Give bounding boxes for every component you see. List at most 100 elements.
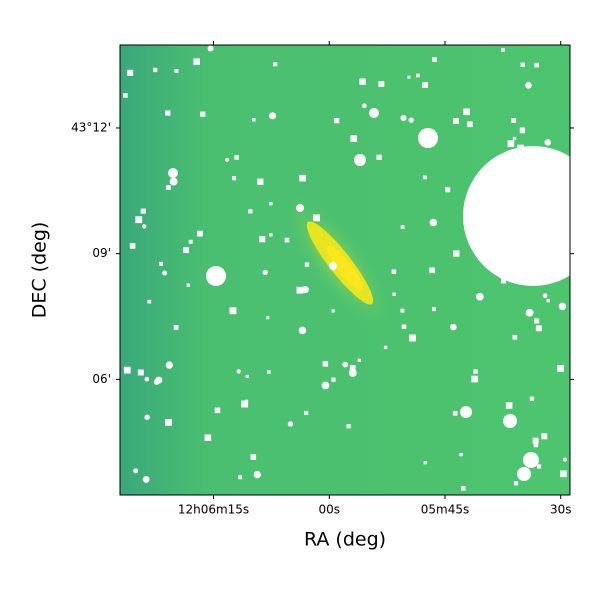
mask	[262, 269, 268, 275]
mask	[147, 299, 152, 304]
mask	[304, 410, 309, 415]
masks	[123, 45, 570, 491]
x-tick-label: 00s	[318, 503, 340, 517]
mask	[127, 69, 134, 76]
mask	[463, 108, 470, 116]
mask	[479, 187, 485, 194]
mask	[534, 318, 540, 324]
mask	[357, 358, 361, 362]
mask	[453, 250, 460, 257]
mask	[400, 114, 407, 122]
mask	[342, 361, 349, 368]
mask	[408, 117, 414, 123]
mask	[534, 62, 539, 68]
mask	[165, 361, 173, 369]
mask	[401, 324, 407, 329]
mask	[129, 243, 136, 249]
mask	[236, 369, 241, 374]
x-axis-label: RA (deg)	[304, 529, 386, 551]
mask	[452, 410, 458, 416]
mask	[212, 276, 218, 281]
mask	[541, 433, 548, 440]
mask	[244, 399, 249, 403]
mask	[471, 375, 479, 383]
mask	[475, 292, 484, 301]
mask	[500, 278, 507, 284]
mask	[557, 365, 565, 372]
mask	[174, 69, 179, 73]
mask	[159, 261, 164, 266]
mask	[525, 82, 532, 89]
mask	[214, 407, 221, 414]
mask	[169, 177, 178, 186]
mask	[542, 293, 548, 299]
mask	[544, 139, 552, 146]
mask	[445, 187, 451, 193]
mask	[200, 111, 206, 117]
mask	[142, 475, 150, 483]
mask	[225, 157, 230, 162]
mask	[248, 209, 253, 214]
mask	[563, 180, 570, 188]
mask	[460, 486, 466, 491]
mask	[378, 81, 385, 87]
image	[120, 45, 570, 495]
mask	[517, 144, 524, 152]
mask	[560, 470, 567, 478]
mask	[153, 379, 160, 385]
mask	[516, 199, 521, 204]
mask	[376, 154, 382, 160]
mask	[348, 369, 357, 377]
mask	[140, 208, 146, 214]
mask	[173, 324, 179, 330]
y-tick-label: 43°12'	[71, 120, 111, 134]
mask	[346, 424, 351, 429]
mask	[257, 178, 264, 185]
mask	[296, 286, 304, 294]
mask	[183, 247, 190, 254]
mask	[459, 452, 463, 457]
mask	[512, 136, 517, 141]
mask	[165, 185, 171, 190]
mask	[558, 302, 567, 311]
mask	[287, 421, 294, 427]
mask	[361, 103, 367, 109]
mask	[525, 308, 534, 317]
mask	[520, 62, 525, 67]
x-tick-label: 30s	[550, 503, 572, 517]
mask	[520, 127, 525, 133]
mask	[321, 381, 330, 390]
mask	[512, 334, 518, 340]
mask	[133, 468, 139, 474]
mask	[333, 117, 340, 124]
mask	[533, 442, 539, 448]
mask	[391, 269, 397, 274]
mask	[153, 67, 158, 73]
mask	[253, 470, 262, 479]
mask	[252, 118, 256, 122]
mask	[165, 418, 172, 426]
mask	[144, 414, 150, 420]
mask	[312, 214, 320, 222]
mask	[536, 464, 542, 469]
mask	[304, 262, 310, 267]
mask	[269, 112, 277, 120]
mask	[267, 370, 271, 374]
mask	[400, 225, 405, 230]
frame	[119, 44, 571, 496]
mask	[409, 334, 416, 342]
mask	[467, 121, 473, 128]
mask	[207, 45, 214, 52]
mask	[269, 233, 273, 237]
mask	[266, 316, 270, 320]
mask	[505, 402, 513, 409]
mask	[250, 454, 257, 460]
mask	[197, 230, 203, 237]
mask	[273, 62, 278, 67]
mask	[135, 216, 143, 224]
mask	[507, 140, 515, 147]
mask	[241, 400, 249, 408]
mask	[301, 286, 309, 294]
mask	[123, 93, 128, 98]
